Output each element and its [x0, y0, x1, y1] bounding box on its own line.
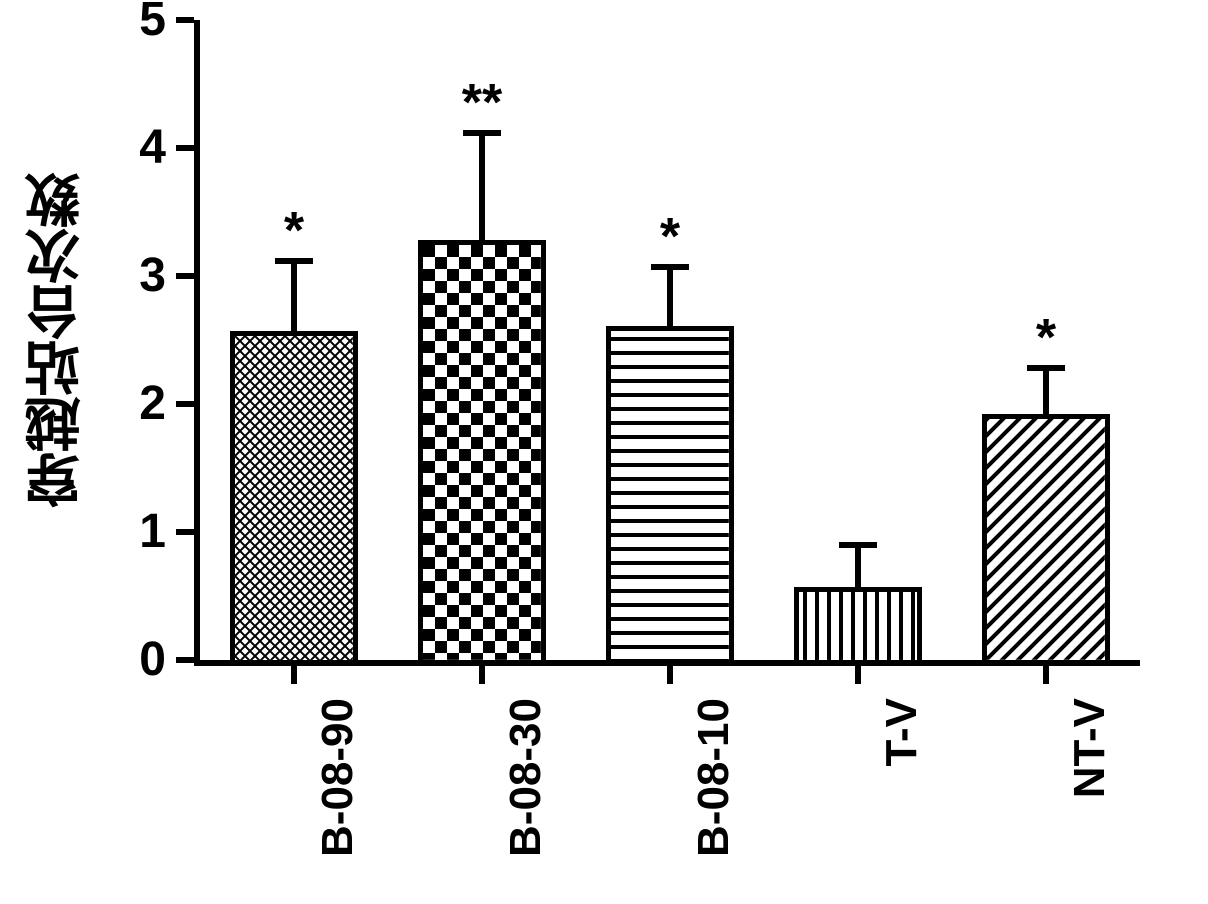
- bar-pattern: [611, 331, 729, 660]
- x-category-label: NT-V: [1065, 698, 1115, 798]
- x-category-label: T-V: [877, 698, 927, 766]
- bar: [606, 326, 734, 660]
- bar: [982, 414, 1110, 660]
- y-tick: [176, 657, 194, 663]
- y-axis-line: [194, 20, 200, 666]
- y-axis-title: 穿越站台次数: [28, 160, 87, 520]
- significance-label: **: [462, 73, 502, 133]
- x-tick: [667, 666, 673, 684]
- y-tick: [176, 529, 194, 535]
- bar: [230, 331, 358, 660]
- y-tick-label: 3: [139, 248, 166, 303]
- significance-label: *: [284, 201, 304, 261]
- y-tick: [176, 17, 194, 23]
- y-tick: [176, 401, 194, 407]
- bar: [418, 240, 546, 660]
- plot-area: 012345*B-08-90**B-08-30*B-08-10T-V*NT-V: [200, 20, 1140, 660]
- bar-pattern: [423, 245, 541, 660]
- y-tick-label: 5: [139, 0, 166, 47]
- y-tick-label: 0: [139, 632, 166, 687]
- x-category-label: B-08-30: [501, 698, 551, 857]
- significance-label: *: [1036, 308, 1056, 368]
- error-cap: [839, 542, 877, 548]
- y-tick: [176, 145, 194, 151]
- x-tick: [1043, 666, 1049, 684]
- error-bar: [1043, 368, 1049, 414]
- chart-container: 穿越站台次数 0 1 2 3 4 5 * B-08-90 ** B-08-30 * B-08-10 T-…: [0, 0, 1208, 904]
- y-tick-label: 1: [139, 504, 166, 559]
- error-bar: [291, 261, 297, 331]
- bar-pattern: [799, 592, 917, 660]
- x-tick: [855, 666, 861, 684]
- error-bar: [667, 267, 673, 326]
- significance-label: *: [660, 207, 680, 267]
- y-tick-label: 2: [139, 376, 166, 431]
- error-bar: [479, 133, 485, 241]
- x-category-label: B-08-10: [689, 698, 739, 857]
- y-tick: [176, 273, 194, 279]
- x-tick: [479, 666, 485, 684]
- y-tick-label: 4: [139, 120, 166, 175]
- bar-pattern: [987, 419, 1105, 660]
- x-category-label: B-08-90: [313, 698, 363, 857]
- bar-pattern: [235, 336, 353, 660]
- error-bar: [855, 545, 861, 587]
- bar: [794, 587, 922, 660]
- x-tick: [291, 666, 297, 684]
